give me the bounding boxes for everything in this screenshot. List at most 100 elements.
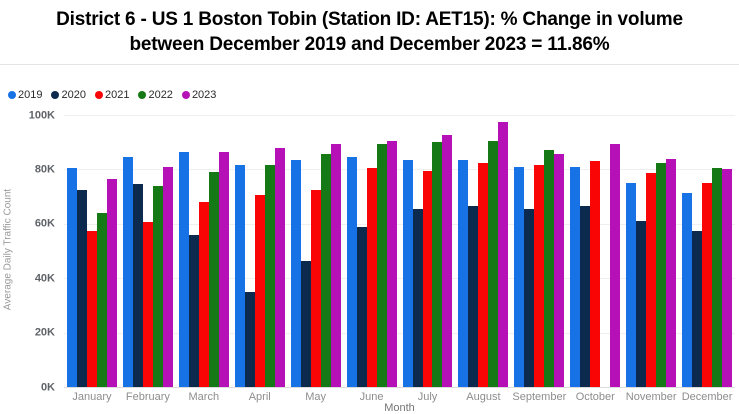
bar-2022-june[interactable] — [376, 143, 387, 387]
bar-2022-april[interactable] — [264, 165, 275, 387]
bar-2022-march[interactable] — [208, 172, 219, 387]
legend-item-2021[interactable]: 2021 — [94, 89, 130, 101]
bar-group-january: January — [67, 115, 117, 403]
bar-2021-october[interactable] — [590, 161, 601, 387]
bar-group-february: February — [122, 115, 173, 403]
bar-2022-january[interactable] — [96, 212, 107, 387]
x-tick-label: March — [188, 391, 220, 403]
bar-2023-april[interactable] — [274, 147, 285, 387]
legend-label: 2022 — [148, 89, 173, 101]
bar-2020-january[interactable] — [76, 189, 87, 387]
bar-2022-december[interactable] — [712, 168, 723, 387]
bar-2023-october[interactable] — [610, 143, 621, 387]
x-tick-label: April — [248, 391, 271, 403]
bar-2020-august[interactable] — [468, 206, 479, 387]
bar-2020-november[interactable] — [636, 221, 647, 387]
bar-2020-december[interactable] — [692, 230, 703, 387]
bar-2019-october[interactable] — [570, 166, 581, 387]
bar-2019-june[interactable] — [346, 157, 357, 387]
bar-2020-june[interactable] — [356, 226, 367, 387]
bar-2021-march[interactable] — [198, 202, 209, 387]
legend-item-2022[interactable]: 2022 — [138, 89, 173, 101]
bar-2019-march[interactable] — [178, 151, 189, 387]
bar-2023-july[interactable] — [442, 135, 453, 387]
bar-2022-july[interactable] — [432, 142, 443, 387]
bar-2021-november[interactable] — [646, 173, 657, 387]
y-tick-label: 60K — [34, 217, 55, 230]
bar-group-may: May — [290, 115, 341, 403]
bar-2023-may[interactable] — [330, 143, 341, 387]
bar-2022-september[interactable] — [544, 150, 555, 387]
bar-group-march: March — [178, 115, 229, 403]
bar-2023-january[interactable] — [106, 178, 117, 387]
bar-group-april: April — [234, 115, 285, 403]
legend-label: 2021 — [104, 89, 130, 101]
bar-2021-august[interactable] — [478, 162, 489, 387]
bar-2020-april[interactable] — [244, 291, 255, 387]
bar-2022-november[interactable] — [656, 162, 667, 387]
plot-area: 0K 20K 40K 60K 80K 100K January February March A… — [29, 109, 735, 403]
bar-2019-november[interactable] — [626, 183, 637, 387]
bar-2021-december[interactable] — [702, 183, 713, 387]
gridline: 20K — [35, 326, 735, 338]
bar-2020-february[interactable] — [132, 184, 143, 387]
bar-2020-september[interactable] — [524, 208, 535, 387]
y-tick-label: 20K — [34, 326, 55, 339]
bar-2022-august[interactable] — [488, 140, 499, 387]
bar-2021-april[interactable] — [254, 195, 265, 387]
x-tick-label: February — [125, 391, 170, 403]
x-axis-title: Month — [384, 402, 415, 414]
gridline: 80K — [35, 163, 735, 175]
bar-2019-february[interactable] — [122, 157, 133, 387]
bar-2023-february[interactable] — [162, 166, 173, 387]
bar-2020-may[interactable] — [300, 260, 311, 387]
bar-2023-august[interactable] — [498, 121, 509, 387]
y-tick-label: 100K — [28, 108, 55, 121]
chart-title-line1: District 6 - US 1 Boston Tobin (Station … — [56, 9, 683, 30]
x-tick-label: July — [417, 391, 438, 403]
bar-2021-may[interactable] — [310, 189, 321, 387]
legend-item-2019[interactable]: 2019 — [8, 89, 42, 101]
chart-title-line2: between December 2019 and December 2023 … — [129, 34, 610, 55]
legend-dot-icon — [51, 91, 60, 99]
bar-group-june: June — [346, 115, 397, 403]
bar-2021-september[interactable] — [534, 165, 545, 387]
bar-2020-march[interactable] — [188, 234, 199, 387]
bar-2019-september[interactable] — [514, 166, 525, 387]
bar-2023-december[interactable] — [722, 169, 733, 387]
x-tick-label: June — [359, 391, 384, 403]
bar-2021-february[interactable] — [142, 222, 153, 387]
legend-label: 2019 — [18, 89, 43, 101]
legend-item-2023[interactable]: 2023 — [181, 89, 216, 101]
bar-2022-february[interactable] — [152, 185, 163, 387]
gridline: 0K — [41, 381, 735, 393]
x-tick-label: August — [466, 391, 501, 403]
gridline: 100K — [29, 109, 735, 121]
bar-2023-march[interactable] — [218, 151, 229, 387]
bar-2021-june[interactable] — [366, 168, 377, 387]
y-axis-title: Average Daily Traffic Count — [2, 188, 14, 311]
bar-2020-july[interactable] — [412, 208, 423, 387]
bar-2019-july[interactable] — [402, 159, 413, 387]
chart-title: District 6 - US 1 Boston Tobin (Station … — [0, 0, 739, 65]
bar-2022-may[interactable] — [320, 154, 331, 387]
bar-2023-september[interactable] — [554, 154, 565, 387]
y-tick-label: 0K — [40, 380, 55, 393]
bar-2023-november[interactable] — [666, 158, 677, 387]
gridline: 60K — [35, 218, 735, 230]
bar-2019-april[interactable] — [234, 165, 245, 387]
legend-item-2020[interactable]: 2020 — [51, 89, 86, 101]
bar-2023-june[interactable] — [386, 140, 397, 387]
bar-2019-august[interactable] — [458, 159, 469, 387]
legend-label: 2020 — [61, 89, 86, 101]
bar-2021-january[interactable] — [86, 230, 97, 387]
bar-2019-january[interactable] — [67, 168, 77, 387]
bar-2019-may[interactable] — [290, 159, 301, 387]
bar-2021-july[interactable] — [422, 170, 433, 387]
legend: 2019 2020 2021 2022 2023 — [8, 89, 225, 101]
bar-2020-october[interactable] — [580, 206, 591, 387]
gridline: 40K — [35, 272, 735, 284]
bar-2019-december[interactable] — [682, 192, 693, 387]
x-tick-label: January — [72, 391, 112, 403]
